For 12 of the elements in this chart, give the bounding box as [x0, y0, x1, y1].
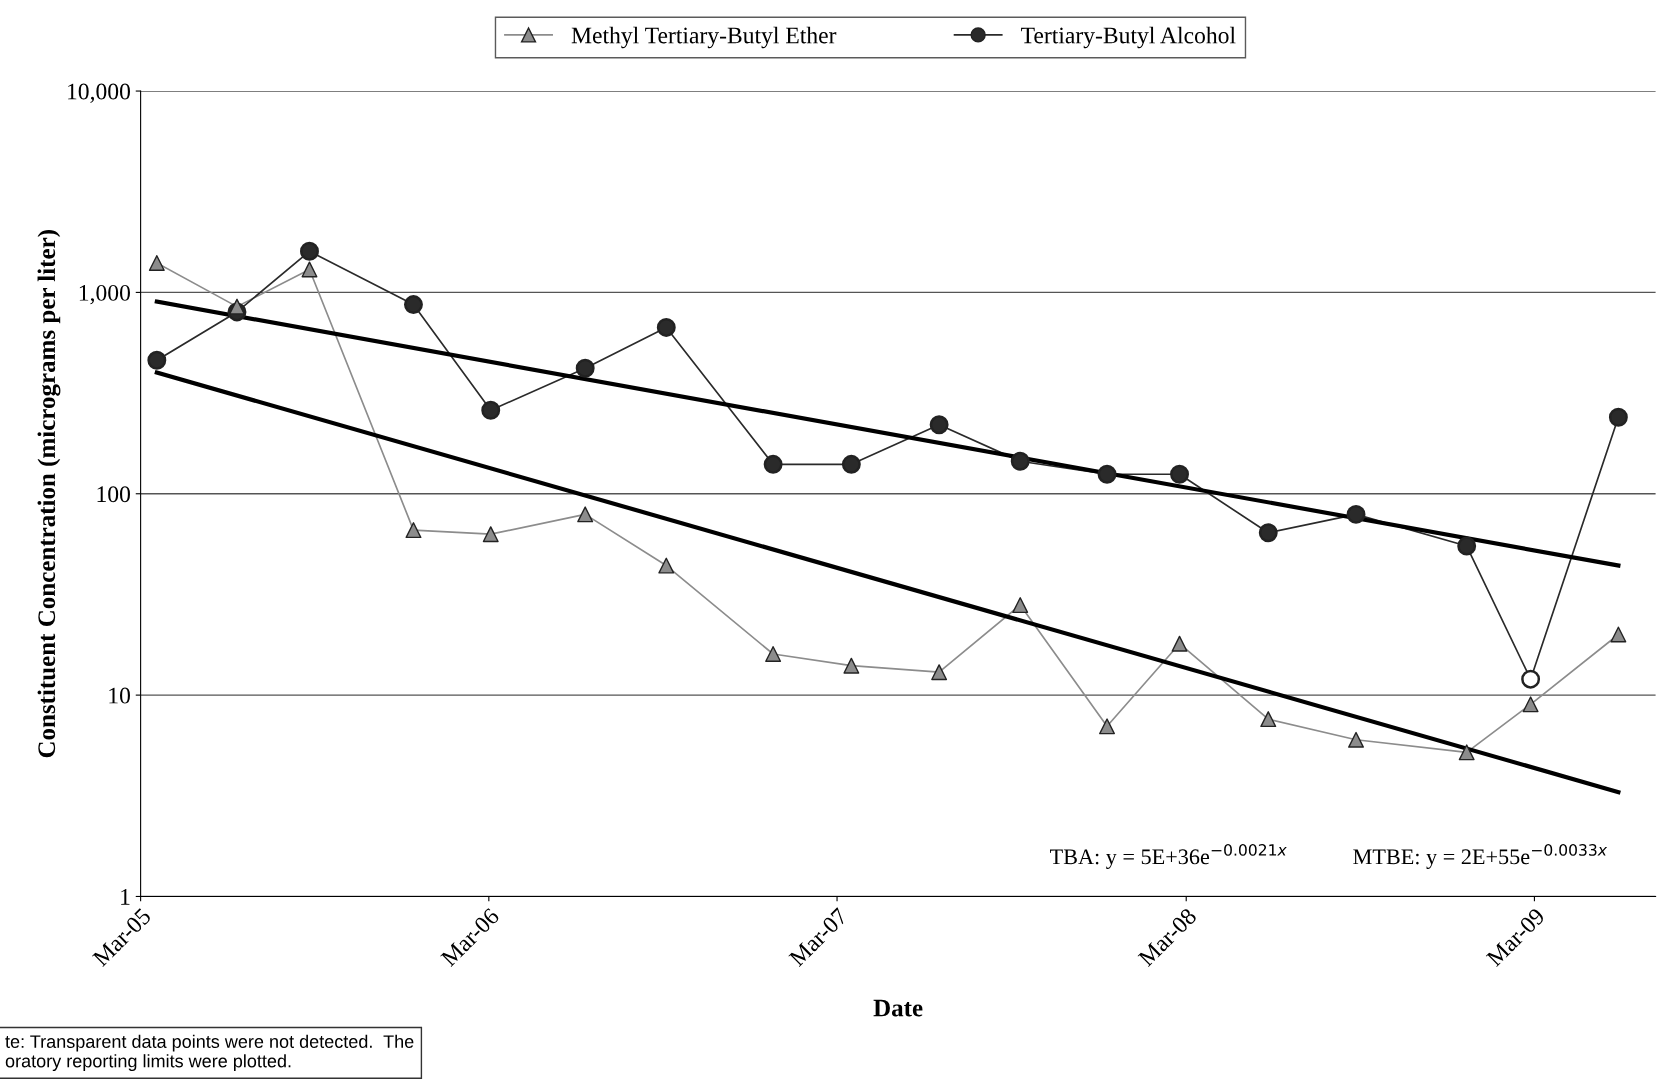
annotation: MTBE: y = 2E+55e$^{−0.0033x}$	[1353, 844, 1608, 869]
y-tick-label: 1	[121, 889, 130, 905]
y-tick-label: 100	[97, 486, 130, 503]
y-tick-label: 1,000	[79, 284, 130, 305]
y-tick-label: 10	[109, 687, 130, 704]
legend-label: Methyl Tertiary-Butyl Ether	[571, 26, 837, 49]
x-axis-title: Date	[873, 999, 923, 1017]
text: te: Transparent data points were not detected. The oratory reporting limits were plotted.	[5, 1034, 414, 1071]
legend-label: Tertiary-Butyl Alcohol	[1021, 26, 1236, 49]
y-tick-label: 10,000	[68, 83, 130, 103]
y-axis-title: Constituent Concentration (micrograms per liter)	[37, 230, 61, 758]
annotation: TBA: y = 5E+36e$^{−0.0021x}$	[1050, 844, 1287, 869]
